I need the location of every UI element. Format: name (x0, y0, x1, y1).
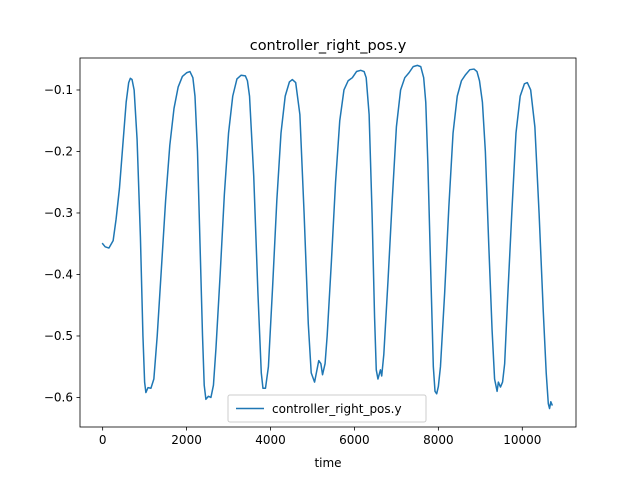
x-tick-label: 2000 (171, 433, 202, 447)
x-tick-label: 8000 (423, 433, 454, 447)
legend-box (227, 394, 427, 423)
series-line-0 (101, 64, 554, 410)
plot-frame (79, 57, 577, 428)
series-layer (101, 64, 554, 410)
x-tick-label: 10000 (503, 433, 541, 447)
y-tick-label: −0.5 (44, 329, 73, 343)
y-tick-label: −0.3 (44, 206, 73, 220)
y-tick-label: −0.2 (44, 144, 73, 158)
y-tick-label: −0.4 (44, 267, 73, 281)
x-tick-label: 0 (99, 433, 107, 447)
axes-layer: 0 2000 4000 6000 8000 10000 −0.6 −0.5 −0.4 −0.3 −0… (44, 83, 542, 447)
chart-title: controller_right_pos.y (250, 38, 407, 54)
legend-label: controller_right_pos.y (272, 402, 402, 416)
y-tick-label: −0.1 (44, 83, 73, 97)
x-axis-label: time (314, 456, 341, 470)
x-tick-label: 6000 (339, 433, 370, 447)
x-tick-label: 4000 (255, 433, 286, 447)
legend: controller_right_pos.y (227, 394, 427, 423)
y-tick-label: −0.6 (44, 390, 73, 404)
